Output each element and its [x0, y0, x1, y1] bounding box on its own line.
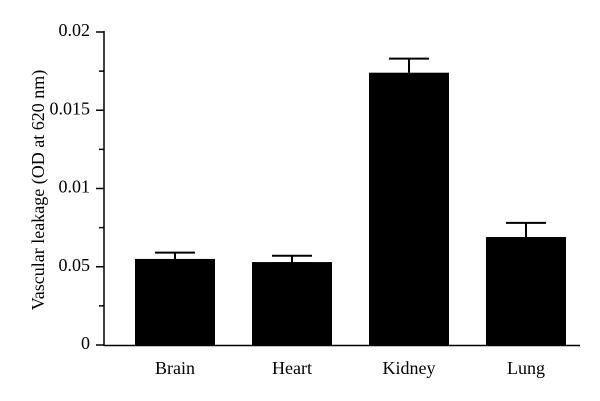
y-tick-label: 0.01: [59, 177, 91, 197]
x-tick-label: Brain: [155, 358, 195, 378]
x-tick-label: Heart: [272, 358, 312, 378]
x-tick-label: Lung: [507, 358, 545, 378]
y-tick-label: 0.015: [50, 98, 91, 118]
y-tick-label: 0.05: [59, 255, 91, 275]
bar: [369, 72, 449, 345]
y-tick-label: 0.02: [59, 20, 91, 40]
bar: [135, 258, 215, 345]
y-tick-label: 0: [81, 333, 90, 353]
bar: [252, 262, 332, 345]
x-tick-label: Kidney: [383, 358, 436, 378]
bar: [486, 237, 566, 345]
y-axis-label: Vascular leakage (OD at 620 nm): [28, 70, 49, 310]
